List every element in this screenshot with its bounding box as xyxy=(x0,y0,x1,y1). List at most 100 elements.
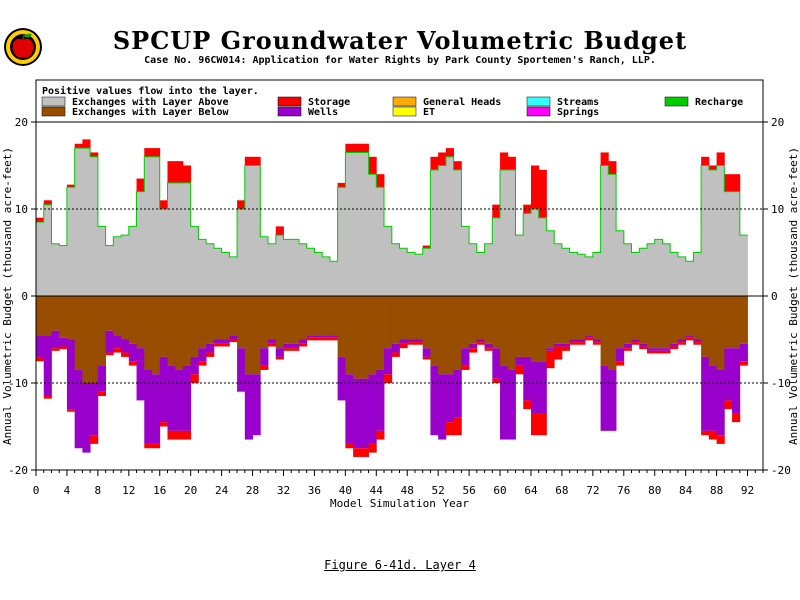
bar-exchange-below xyxy=(66,296,76,340)
bar-wells xyxy=(484,343,493,349)
bar-exchange-below xyxy=(36,296,45,336)
bar-exchange-above xyxy=(445,156,455,296)
bar-exchange-above xyxy=(314,252,323,296)
bar-exchange-above xyxy=(569,252,578,296)
bar-storage-outflow xyxy=(399,343,408,349)
bar-wells xyxy=(724,348,733,401)
bar-exchange-below xyxy=(136,296,145,349)
bar-storage xyxy=(345,143,354,153)
bar-storage-outflow xyxy=(492,378,501,383)
bar-exchange-above xyxy=(337,187,346,296)
bar-storage-outflow xyxy=(206,352,215,357)
bar-exchange-above xyxy=(306,248,315,296)
bar-exchange-above xyxy=(500,169,509,296)
bar-storage xyxy=(244,156,253,166)
x-tick-label: 20 xyxy=(184,484,197,497)
x-tick-label: 16 xyxy=(153,484,166,497)
bar-wells xyxy=(732,348,741,414)
bar-storage xyxy=(167,161,176,183)
bar-storage-outflow xyxy=(739,361,748,366)
bar-exchange-below xyxy=(739,296,748,344)
x-tick-label: 44 xyxy=(370,484,384,497)
bar-exchange-above xyxy=(268,243,277,296)
bar-exchange-below xyxy=(631,296,640,340)
bar-wells xyxy=(569,339,578,343)
bar-storage xyxy=(74,143,83,149)
bar-exchange-below xyxy=(384,296,393,349)
bar-wells xyxy=(298,339,308,344)
bar-storage-outflow xyxy=(554,346,563,360)
bar-storage-outflow xyxy=(221,343,230,347)
bar-exchange-above xyxy=(693,252,702,296)
bar-exchange-above xyxy=(128,226,137,296)
bar-exchange-below xyxy=(206,296,215,344)
bar-wells xyxy=(654,348,663,351)
bar-exchange-above xyxy=(414,254,424,296)
bar-wells xyxy=(631,339,640,343)
bar-exchange-below xyxy=(662,296,671,349)
bar-storage-outflow xyxy=(716,435,725,444)
bar-exchange-above xyxy=(252,165,261,296)
bar-exchange-above xyxy=(716,165,725,296)
bar-wells xyxy=(530,361,540,414)
bar-exchange-below xyxy=(306,296,315,336)
bar-exchange-below xyxy=(121,296,130,340)
bar-exchange-below xyxy=(484,296,493,344)
bar-storage-outflow xyxy=(275,356,284,360)
bar-exchange-below xyxy=(391,296,400,344)
bar-wells xyxy=(608,369,617,431)
bar-exchange-above xyxy=(708,169,717,296)
bar-exchange-below xyxy=(507,296,516,370)
bar-exchange-above xyxy=(345,152,354,296)
x-tick-label: 40 xyxy=(339,484,352,497)
bar-exchange-above xyxy=(639,248,648,296)
bar-exchange-below xyxy=(353,296,362,379)
bar-exchange-above xyxy=(213,248,223,296)
bar-exchange-above xyxy=(484,243,493,296)
bar-exchange-below xyxy=(252,296,261,375)
bar-exchange-above xyxy=(66,187,76,296)
legend-note: Positive values flow into the layer. xyxy=(42,85,259,97)
bar-storage-outflow xyxy=(693,342,702,345)
bar-exchange-below xyxy=(646,296,656,349)
bar-exchange-below xyxy=(492,296,501,349)
bar-wells xyxy=(66,339,76,410)
bar-exchange-below xyxy=(291,296,300,344)
bar-exchange-below xyxy=(530,296,540,362)
bar-exchange-above xyxy=(175,182,184,296)
legend-swatch xyxy=(664,96,689,107)
bar-wells xyxy=(438,374,447,440)
bar-wells xyxy=(716,369,725,436)
bar-exchange-above xyxy=(244,165,253,296)
bar-wells xyxy=(646,348,656,351)
bar-wells xyxy=(329,335,339,338)
bar-storage xyxy=(523,204,532,214)
bar-storage xyxy=(252,156,261,166)
bar-exchange-below xyxy=(283,296,292,344)
legend-swatch xyxy=(526,96,551,107)
bar-storage-outflow xyxy=(445,422,455,436)
y-tick-label-left: 10 xyxy=(15,203,28,216)
bar-wells xyxy=(190,356,199,375)
bar-exchange-below xyxy=(337,296,346,357)
bar-wells xyxy=(430,365,439,436)
y-tick-label-left: -10 xyxy=(8,377,28,390)
bar-storage-outflow xyxy=(670,346,679,350)
bar-wells xyxy=(144,369,153,444)
bar-storage-outflow xyxy=(646,350,656,354)
bar-exchange-below xyxy=(105,296,114,331)
bar-exchange-above xyxy=(608,174,617,296)
bar-exchange-below xyxy=(515,296,524,357)
x-tick-label: 52 xyxy=(432,484,445,497)
bar-exchange-below xyxy=(422,296,431,349)
bar-storage xyxy=(337,182,346,188)
bar-storage-outflow xyxy=(538,413,547,436)
bar-wells xyxy=(152,374,161,444)
bar-storage-outflow xyxy=(360,448,369,457)
bar-exchange-below xyxy=(229,296,238,336)
bar-storage-outflow xyxy=(329,337,339,341)
bar-wells xyxy=(422,348,431,357)
bar-wells xyxy=(291,343,300,349)
bar-exchange-below xyxy=(167,296,176,366)
